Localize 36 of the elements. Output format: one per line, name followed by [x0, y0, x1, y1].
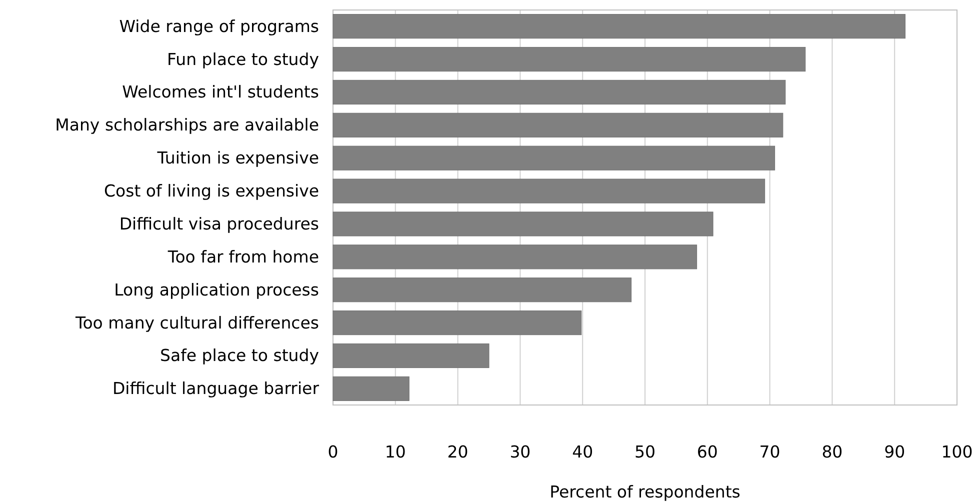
y-tick-label: Cost of living is expensive	[104, 182, 319, 201]
y-tick-label: Too far from home	[166, 247, 319, 266]
bar	[332, 80, 786, 104]
bar	[332, 14, 906, 39]
bar	[332, 178, 766, 204]
bar	[332, 278, 632, 302]
x-tick-label: 80	[822, 442, 843, 462]
y-tick-label: Fun place to study	[167, 50, 320, 69]
x-tick-label: 10	[384, 442, 406, 462]
y-tick-label: Difficult visa procedures	[119, 214, 319, 234]
y-tick-label: Wide range of programs	[119, 16, 319, 36]
y-tick-label: Long application process	[114, 280, 319, 300]
x-tick-label: 0	[328, 442, 338, 462]
bar	[332, 112, 784, 138]
y-tick-label: Welcomes int'l students	[122, 82, 319, 102]
y-tick-label: Too many cultural differences	[74, 313, 319, 332]
x-tick-label: 70	[759, 442, 780, 462]
x-tick-label: 40	[572, 442, 594, 462]
bar	[332, 46, 806, 72]
x-axis-title: Percent of respondents	[550, 482, 740, 502]
x-tick-label: 60	[696, 442, 718, 462]
bar	[332, 310, 582, 336]
y-tick-label: Safe place to study	[160, 346, 320, 366]
x-tick-label: 20	[447, 442, 468, 462]
y-tick-label: Many scholarships are available	[55, 116, 319, 135]
bar	[332, 244, 698, 270]
bar	[332, 146, 776, 170]
y-tick-label: Difficult language barrier	[112, 379, 320, 398]
x-tick-label: 30	[510, 442, 531, 462]
bar	[332, 343, 490, 368]
x-tick-label: 90	[884, 442, 906, 462]
bar	[332, 376, 410, 401]
y-tick-label: Tuition is expensive	[156, 148, 319, 168]
x-tick-label: 100	[941, 442, 973, 462]
x-tick-label: 50	[634, 442, 656, 462]
bar	[332, 212, 714, 236]
